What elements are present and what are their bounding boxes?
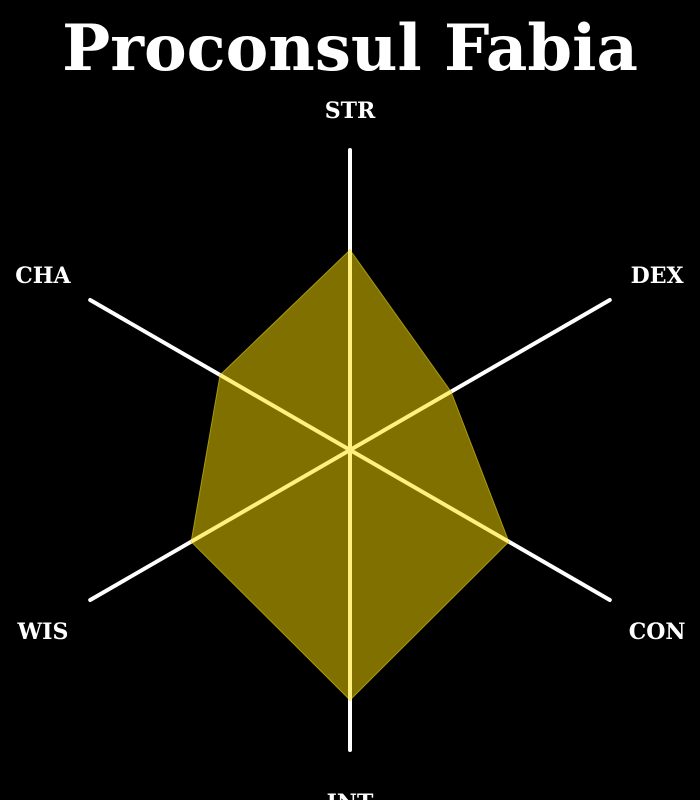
axis-label-int: INT [327,790,374,800]
axis-label-dex: DEX [631,263,685,289]
axis-highlight-layer [190,250,510,700]
axis-label-str: STR [325,98,376,124]
stat-point-con [348,448,510,544]
stat-point-wis [190,448,352,544]
axis-label-con: CON [629,619,686,645]
stat-point-dex [348,389,453,452]
axis-label-cha: CHA [15,263,71,289]
stat-point-cha [219,373,352,452]
axis-label-wis: WIS [16,619,68,645]
axis-label-layer: STR DEX CON INT WIS CHA [15,98,685,800]
chart-title: Proconsul Fabia [62,11,638,86]
